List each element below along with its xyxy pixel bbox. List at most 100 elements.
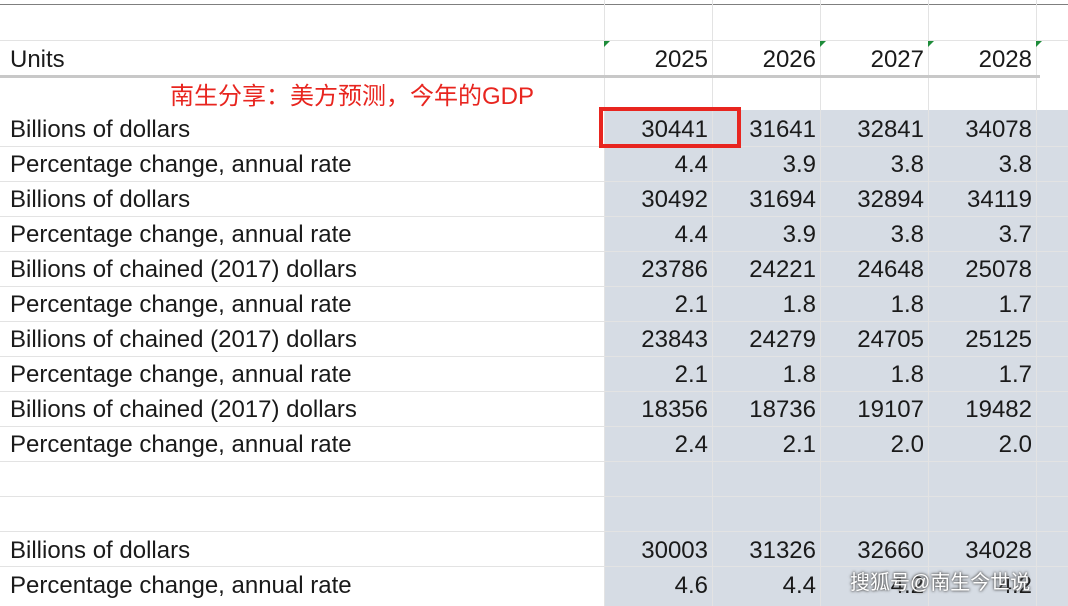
cell-2026[interactable]: 31326 <box>749 537 816 564</box>
row-label[interactable]: Percentage change, annual rate <box>10 291 352 318</box>
cell-2027[interactable]: 2.0 <box>890 431 924 458</box>
year-header-2028[interactable]: 2028 <box>978 46 1032 73</box>
table-row: Billions of chained (2017) dollars 23786… <box>0 252 1068 287</box>
cell-2025[interactable]: 23786 <box>641 256 708 283</box>
cell-2028[interactable]: 34119 <box>967 186 1032 213</box>
cell-2026[interactable]: 31694 <box>749 186 816 213</box>
header-row: Units 2025 2026 2027 2028 <box>0 42 1068 77</box>
cell-2025[interactable]: 30492 <box>641 186 708 213</box>
cell-2027[interactable]: 24705 <box>857 326 924 353</box>
cell-2025[interactable]: 2.1 <box>674 291 708 318</box>
highlight-box <box>599 107 741 148</box>
cell-2026[interactable]: 3.9 <box>782 151 816 178</box>
year-header-2026[interactable]: 2026 <box>762 46 816 73</box>
cell-2026[interactable]: 3.9 <box>782 221 816 248</box>
column-divider <box>820 0 821 606</box>
cell-2028[interactable]: 34028 <box>965 537 1032 564</box>
row-divider <box>0 321 1068 322</box>
row-divider <box>0 566 1068 567</box>
cell-2027[interactable]: 32841 <box>857 116 924 143</box>
cell-2025[interactable]: 4.4 <box>674 221 708 248</box>
row-divider <box>0 216 1068 217</box>
row-divider <box>0 181 1068 182</box>
row-label[interactable]: Percentage change, annual rate <box>10 361 352 388</box>
cell-2026[interactable]: 2.1 <box>782 431 816 458</box>
cell-2025[interactable]: 2.4 <box>674 431 708 458</box>
cell-2025[interactable]: 30441 <box>641 116 708 143</box>
cell-2027[interactable]: 1.8 <box>890 361 924 388</box>
cell-2028[interactable]: 19482 <box>965 396 1032 423</box>
cell-2025[interactable]: 2.1 <box>674 361 708 388</box>
cell-2026[interactable]: 18736 <box>749 396 816 423</box>
cell-2027[interactable]: 3.8 <box>890 151 924 178</box>
row-divider <box>0 391 1068 392</box>
cell-2025[interactable]: 23843 <box>641 326 708 353</box>
cell-2027[interactable]: 4.2 <box>890 572 924 599</box>
row-divider <box>0 356 1068 357</box>
row-divider <box>0 531 1068 532</box>
row-divider <box>0 286 1068 287</box>
row-divider <box>0 461 1068 462</box>
table-row: Billions of dollars 30492 31694 32894 34… <box>0 182 1068 217</box>
year-header-2027[interactable]: 2027 <box>870 46 924 73</box>
row-label[interactable]: Billions of dollars <box>10 116 191 143</box>
table-row: Percentage change, annual rate 4.6 4.4 4… <box>0 568 1068 603</box>
cell-2026[interactable]: 31641 <box>749 116 816 143</box>
cell-2028[interactable]: 1.7 <box>998 361 1032 388</box>
cell-2028[interactable]: 34078 <box>965 116 1032 143</box>
cell-2027[interactable]: 32660 <box>857 537 924 564</box>
column-divider <box>1036 0 1037 606</box>
cell-2028[interactable]: 3.8 <box>998 151 1032 178</box>
cell-2025[interactable]: 4.6 <box>674 572 708 599</box>
cell-2028[interactable]: 25078 <box>965 256 1032 283</box>
table-row-empty <box>0 497 1068 532</box>
cell-2026[interactable]: 1.8 <box>782 291 816 318</box>
cell-2026[interactable]: 24279 <box>749 326 816 353</box>
row-label[interactable]: Percentage change, annual rate <box>10 221 352 248</box>
cell-2028[interactable]: 25125 <box>965 326 1032 353</box>
row-label[interactable]: Percentage change, annual rate <box>10 572 352 599</box>
cell-2025[interactable]: 30003 <box>641 537 708 564</box>
cell-2027[interactable]: 3.8 <box>890 221 924 248</box>
annotation-text: 南生分享：美方预测，今年的GDP <box>170 83 535 110</box>
year-header-2025[interactable]: 2025 <box>654 46 708 73</box>
table-row: Billions of chained (2017) dollars 18356… <box>0 392 1068 427</box>
row-divider <box>0 496 1068 497</box>
table-row: Percentage change, annual rate 4.4 3.9 3… <box>0 147 1068 182</box>
top-border <box>0 4 1068 5</box>
cell-2028[interactable]: 1.7 <box>998 291 1032 318</box>
cell-2025[interactable]: 18356 <box>641 396 708 423</box>
table-row: Percentage change, annual rate 2.4 2.1 2… <box>0 427 1068 462</box>
table-row: Billions of dollars 30003 31326 32660 34… <box>0 533 1068 568</box>
comment-marker-icon <box>604 41 610 47</box>
row-label[interactable]: Billions of chained (2017) dollars <box>10 396 357 423</box>
row-label[interactable]: Billions of dollars <box>10 186 191 213</box>
cell-2028[interactable]: 3.7 <box>998 221 1032 248</box>
row-label[interactable]: Percentage change, annual rate <box>10 431 352 458</box>
cell-2027[interactable]: 19107 <box>857 396 924 423</box>
table-row: Percentage change, annual rate 4.4 3.9 3… <box>0 217 1068 252</box>
row-label[interactable]: Billions of chained (2017) dollars <box>10 326 357 353</box>
row-divider <box>0 40 1068 41</box>
cell-2027[interactable]: 24648 <box>857 256 924 283</box>
table-row: Billions of dollars 30441 31641 32841 34… <box>0 112 1068 147</box>
row-divider <box>0 426 1068 427</box>
table-row-empty <box>0 462 1068 497</box>
comment-marker-icon <box>1036 41 1042 47</box>
row-label[interactable]: Billions of dollars <box>10 537 191 564</box>
watermark-text: 搜狐号@南生今世说 <box>850 572 1031 594</box>
header-rule <box>0 75 1040 78</box>
comment-marker-icon <box>820 41 826 47</box>
cell-2028[interactable]: 4.2 <box>998 572 1032 599</box>
row-label[interactable]: Percentage change, annual rate <box>10 151 352 178</box>
cell-2028[interactable]: 2.0 <box>998 431 1032 458</box>
cell-2025[interactable]: 4.4 <box>674 151 708 178</box>
units-header[interactable]: Units <box>10 46 65 73</box>
row-label[interactable]: Billions of chained (2017) dollars <box>10 256 357 283</box>
cell-2026[interactable]: 1.8 <box>782 361 816 388</box>
cell-2027[interactable]: 32894 <box>857 186 924 213</box>
cell-2027[interactable]: 1.8 <box>890 291 924 318</box>
cell-2026[interactable]: 24221 <box>749 256 816 283</box>
cell-2026[interactable]: 4.4 <box>782 572 816 599</box>
